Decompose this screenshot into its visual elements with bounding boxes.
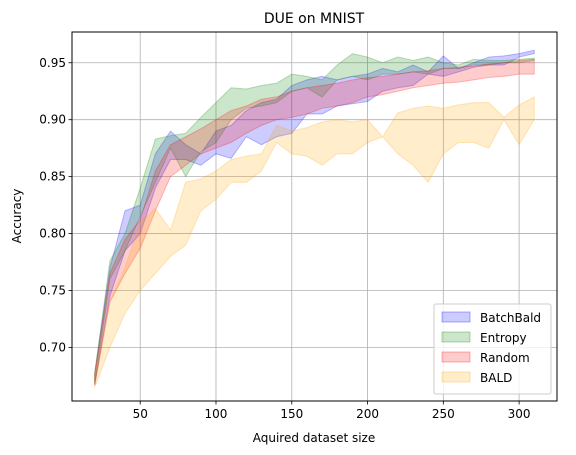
x-axis-label: Aquired dataset size	[253, 431, 376, 445]
band-random	[94, 58, 535, 386]
band-bald	[94, 96, 535, 388]
y-tick-label: 0.90	[39, 113, 66, 127]
y-tick-label: 0.95	[39, 56, 66, 70]
y-tick-label: 0.75	[39, 284, 66, 298]
y-axis-label: Accuracy	[10, 189, 24, 244]
grid-lines	[72, 32, 557, 401]
legend-box	[433, 303, 552, 395]
legend-swatch-bald	[441, 371, 471, 383]
y-tick-label: 0.85	[39, 170, 66, 184]
x-tick-label: 150	[280, 407, 303, 421]
x-axis: 50 100 150 200 250 300	[133, 401, 531, 421]
y-axis: 0.70 0.75 0.80 0.85 0.90 0.95	[39, 56, 72, 354]
legend: BatchBald Entropy Random BALD	[433, 303, 552, 395]
band-batchbald	[94, 49, 535, 386]
x-tick-label: 200	[356, 407, 379, 421]
legend-label-bald: BALD	[480, 371, 512, 385]
legend-swatch-random	[441, 351, 471, 363]
legend-swatch-batchbald	[441, 311, 471, 323]
y-tick-label: 0.80	[39, 227, 66, 241]
x-tick-label: 50	[133, 407, 148, 421]
legend-label-random: Random	[480, 351, 530, 365]
series-bands	[94, 49, 535, 388]
band-entropy	[94, 53, 535, 384]
plot-frame	[71, 31, 558, 402]
y-tick-label: 0.70	[39, 340, 66, 354]
chart-title: DUE on MNIST	[264, 11, 365, 27]
x-tick-label: 100	[205, 407, 228, 421]
legend-label-entropy: Entropy	[480, 331, 527, 345]
legend-label-batchbald: BatchBald	[480, 311, 541, 325]
legend-swatch-entropy	[441, 331, 471, 343]
x-tick-label: 300	[508, 407, 531, 421]
x-tick-label: 250	[432, 407, 455, 421]
